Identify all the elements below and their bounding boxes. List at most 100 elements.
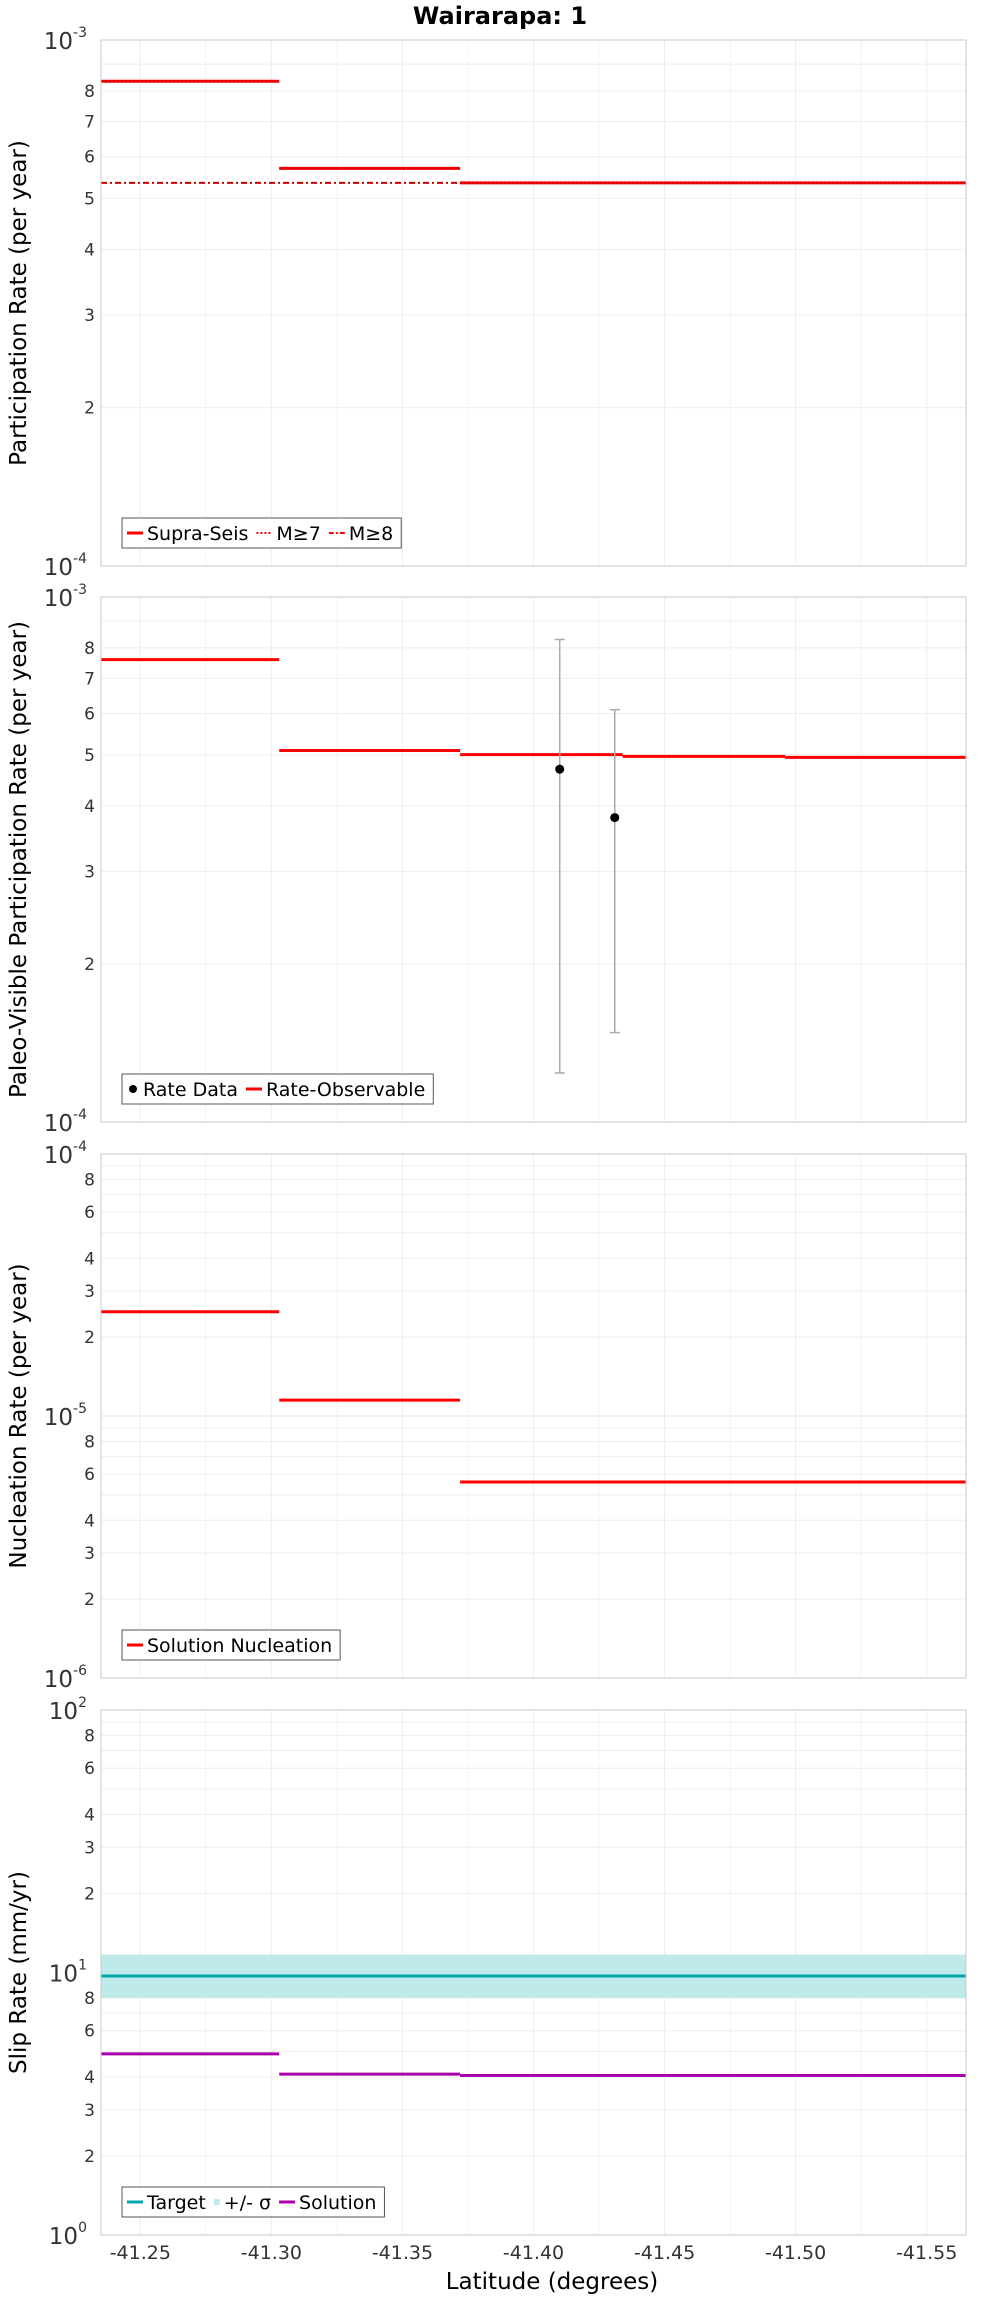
y-axis-label: Nucleation Rate (per year) [6, 1263, 32, 1568]
y-major-tick-label: 10-4 [44, 1139, 87, 1169]
x-tick-label: -41.35 [372, 2242, 433, 2264]
y-minor-tick-label: 3 [84, 2101, 95, 2121]
y-minor-tick-label: 2 [84, 1328, 95, 1348]
y-major-tick-label: 100 [49, 2220, 87, 2250]
series-solution [101, 2052, 966, 2078]
x-tick-label: -41.55 [896, 2242, 957, 2264]
legend-entry: Solution [279, 2192, 376, 2214]
y-major-tick-label: 10-5 [44, 1401, 87, 1431]
y-minor-tick-label: 6 [84, 2022, 95, 2042]
panel-3: 2 3 4 6 8 2 3 4 6 8 10-6 10-5 10-4 Nucleation Rate (p… [6, 1139, 967, 1693]
legend-swatch [129, 1085, 137, 1093]
legend-entry: Supra-Seis [127, 523, 248, 545]
x-tick-label: -41.50 [765, 2242, 826, 2264]
legend-swatch [213, 2199, 220, 2205]
y-axis-label: Slip Rate (mm/yr) [6, 1871, 32, 2074]
series-solution-nucleation [101, 1310, 966, 1484]
y-minor-tick-label: 2 [84, 955, 95, 975]
y-minor-tick-label: 8 [84, 1989, 95, 2009]
y-minor-tick-label: 6 [84, 1759, 95, 1779]
panel-2: 2 3 4 5 6 7 8 10-4 10-3 Paleo-Visible Participati… [6, 582, 967, 1137]
y-minor-tick-label: 2 [84, 1590, 95, 1610]
y-minor-tick-label: 2 [84, 2147, 95, 2167]
y-minor-tick-label: 4 [84, 797, 95, 817]
y-minor-tick-label: 4 [84, 1511, 95, 1531]
y-major-tick-label: 10-3 [44, 582, 87, 612]
plot-frame [100, 1153, 967, 1679]
legend-entry: Rate-Observable [245, 1079, 425, 1101]
x-tick-label: -41.30 [241, 2242, 302, 2264]
point-marker [555, 764, 565, 774]
legend-label: Solution Nucleation [147, 1635, 332, 1657]
y-minor-tick-label: 6 [84, 148, 95, 168]
y-major-tick-label: 10-3 [44, 25, 87, 55]
legend-label: Solution [299, 2192, 376, 2214]
data-point [609, 708, 620, 1034]
x-axis: -41.25 -41.30 -41.35 -41.40 -41.45 -41.50 -41.… [110, 2242, 958, 2264]
legend: Rate Data Rate-Observable [121, 1073, 434, 1105]
data-point [554, 638, 565, 1074]
y-major-tick-label: 10-4 [44, 1107, 87, 1137]
y-minor-tick-label: 7 [84, 669, 95, 689]
y-minor-tick-label: 3 [84, 1838, 95, 1858]
y-axis-label: Paleo-Visible Participation Rate (per ye… [6, 621, 32, 1098]
legend: Supra-Seis M≥7 M≥8 [121, 517, 402, 549]
legend: Solution Nucleation [121, 1629, 341, 1661]
x-tick-label: -41.45 [634, 2242, 695, 2264]
y-minor-tick-label: 3 [84, 1544, 95, 1564]
panel-1: 2 3 4 5 6 7 8 10-4 10-3 Participation Rate (per y… [6, 25, 967, 581]
y-minor-tick-label: 3 [84, 1282, 95, 1302]
legend-label: M≥8 [349, 523, 393, 545]
panel-4: 2 3 4 6 8 2 3 4 6 8 100 101 102 Slip Rate (mm/yr) Targ… [6, 1695, 967, 2250]
y-minor-tick-label: 8 [84, 1170, 95, 1190]
legend-label: Target [146, 2192, 206, 2214]
legend-box [121, 1073, 434, 1105]
legend-label: Rate-Observable [266, 1079, 425, 1101]
y-minor-tick-label: 6 [84, 1465, 95, 1485]
y-minor-tick-label: 2 [84, 399, 95, 419]
x-tick-label: -41.40 [503, 2242, 564, 2264]
y-major-tick-label: 10-4 [44, 551, 87, 581]
legend-label: Supra-Seis [147, 523, 248, 545]
legend-entry: M≥7 [256, 523, 321, 545]
y-minor-tick-label: 6 [84, 704, 95, 724]
y-minor-tick-label: 7 [84, 112, 95, 132]
x-axis-label: Latitude (degrees) [446, 2269, 659, 2295]
y-major-tick-label: 102 [49, 1695, 87, 1725]
y-minor-tick-label: 4 [84, 1805, 95, 1825]
legend-box [121, 1629, 341, 1661]
plot-frame [100, 596, 967, 1123]
legend-label: Rate Data [143, 1079, 238, 1101]
legend-label: M≥7 [276, 523, 320, 545]
y-minor-tick-label: 6 [84, 1203, 95, 1223]
y-minor-tick-label: 4 [84, 240, 95, 260]
legend-entry: +/- σ [213, 2192, 271, 2214]
y-minor-tick-label: 8 [84, 1432, 95, 1452]
legend-box [121, 2186, 385, 2218]
legend-entry: Target [127, 2192, 206, 2214]
legend: Target +/- σ Solution [121, 2186, 385, 2218]
y-minor-tick-label: 4 [84, 2068, 95, 2088]
y-major-tick-label: 10-6 [44, 1663, 87, 1693]
plot-frame [100, 39, 967, 567]
series-rate-observable [101, 658, 966, 759]
y-minor-tick-label: 3 [84, 863, 95, 883]
point-marker [610, 813, 620, 823]
y-minor-tick-label: 3 [84, 306, 95, 326]
legend-label: +/- σ [224, 2192, 271, 2214]
y-minor-tick-label: 8 [84, 639, 95, 659]
series-m-7 [101, 80, 966, 184]
x-tick-label: -41.25 [110, 2242, 171, 2264]
y-minor-tick-label: 8 [84, 82, 95, 102]
legend-entry: Rate Data [129, 1079, 238, 1101]
legend-entry: M≥8 [328, 523, 393, 545]
y-axis-label: Participation Rate (per year) [6, 140, 32, 466]
y-major-tick-label: 101 [49, 1958, 87, 1988]
y-minor-tick-label: 5 [84, 746, 95, 766]
y-minor-tick-label: 5 [84, 189, 95, 209]
chart-title: Wairarapa: 1 [413, 2, 587, 30]
y-minor-tick-label: 8 [84, 1726, 95, 1746]
y-minor-tick-label: 2 [84, 1884, 95, 1904]
